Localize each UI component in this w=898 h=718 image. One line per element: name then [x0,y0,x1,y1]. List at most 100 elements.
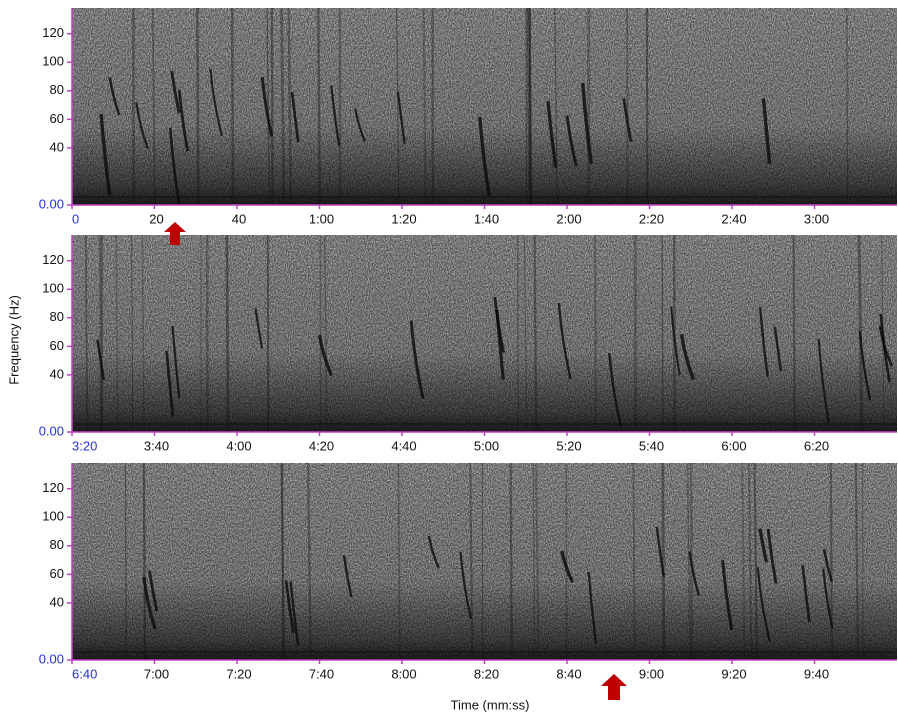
spectrogram-streak-faint [317,8,321,205]
spectrogram-call [289,581,300,646]
x-tick-label: 9:20 [721,666,746,681]
x-tick-label: 1:20 [391,211,416,226]
spectrogram-call [608,352,623,428]
spectrogram-call [165,350,175,417]
spectrogram-call [209,68,223,137]
spectrogram-call [284,580,295,634]
spectrogram-streak-faint [533,235,538,432]
spectrogram-streak-faint [397,463,401,660]
y-tick-label: 100 [42,281,64,296]
spectrogram-streak-faint [753,463,758,660]
spectrogram-call [679,333,696,381]
spectrogram-call [817,338,830,424]
spectrogram-call [495,309,505,380]
spectrogram-streak-faint [142,463,147,660]
spectrogram-call [758,528,769,563]
spectrogram-streak-faint [686,463,691,660]
spectrogram-call [721,559,734,631]
x-tick-label: 2:20 [639,211,664,226]
spectrogram-streak-faint [509,463,513,660]
spectrogram-panel [72,235,897,432]
spectrogram-streak-faint [594,235,597,432]
x-tick-label: 8:00 [391,666,416,681]
spectrogram-call [688,551,700,596]
spectrogram-call [342,555,353,598]
x-tick-label: 4:40 [391,438,416,453]
spectrogram-call [565,115,578,167]
spectrogram-streak-faint [225,235,230,432]
spectrogram-call [396,91,406,144]
x-tick-label: 5:00 [474,438,499,453]
spectrogram-streak-faint [741,463,746,660]
spectrogram-call [171,325,181,399]
spectrogram-call [878,326,894,367]
x-tick-label: 2:00 [556,211,581,226]
y-tick-label: 100 [42,54,64,69]
spectrogram-streak-faint [846,8,849,205]
y-tick-label: 40 [50,366,64,381]
marker-arrow [164,222,186,245]
spectrogram-streak-faint [532,463,536,660]
spectrogram-streak-faint [792,235,796,432]
spectrogram-streak-faint [632,463,636,660]
x-tick-label: 3:20 [72,438,97,453]
spectrogram-call [581,82,593,165]
spectrogram-call [557,303,572,379]
y-tick-label: 40 [50,594,64,609]
spectrogram-call [773,326,783,372]
x-tick-label: 2:40 [721,211,746,226]
x-tick-label: 40 [232,211,246,226]
spectrogram-streak-faint [98,235,103,432]
spectrogram-streak-faint [396,8,400,205]
spectrogram-streak-faint [266,235,270,432]
x-tick-label: 3:00 [804,211,829,226]
spectrogram-call [170,70,181,114]
spectrogram-streak-faint [280,8,286,205]
spectrogram-call [622,98,633,142]
x-tick-label: 1:00 [309,211,334,226]
spectrogram-streak-faint [287,8,293,205]
x-tick-label: 7:00 [144,666,169,681]
spectrogram-streak-faint [523,235,528,432]
spectrogram-call [546,101,558,168]
spectrogram-streak-faint [230,8,235,205]
spectrogram-call [409,320,425,399]
spectrogram-call [168,127,181,205]
x-tick-label: 4:20 [309,438,334,453]
y-tick-label: 0.00 [39,196,64,211]
x-tick-label: 6:00 [721,438,746,453]
spectrogram-call [254,308,264,349]
y-tick-label: 60 [50,566,64,581]
spectrogram-call [761,98,772,164]
spectrogram-streak-faint [196,8,200,205]
spectrogram-streak-faint [661,463,666,660]
spectrogram-call [822,568,834,629]
spectrogram-streak-faint [535,463,540,660]
spectrogram-call [766,528,778,584]
y-tick-label: 60 [50,111,64,126]
x-tick-label: 4:00 [226,438,251,453]
x-tick-label: 1:40 [474,211,499,226]
y-tick-label: 40 [50,139,64,154]
spectrogram-call [756,567,771,642]
spectrogram-streak-faint [141,235,145,432]
x-tick-label: 5:40 [639,438,664,453]
spectrogram-streak-faint [829,463,834,660]
y-axis-label: Frequency (Hz) [6,295,21,385]
marker-arrow [601,674,627,700]
spectrogram-panel [72,463,897,660]
spectrogram-call [587,571,598,645]
y-tick-label: 120 [42,25,64,40]
spectrogram-call [290,91,300,143]
spectrogram-call [459,551,472,620]
spectrogram-call [99,113,112,196]
spectrogram-call [822,549,833,582]
spectrogram-call [801,565,811,622]
spectrogram-shade [72,235,897,432]
y-tick-label: 80 [50,537,64,552]
x-tick-label: 3:40 [144,438,169,453]
y-tick-label: 100 [42,509,64,524]
spectrogram-streak-faint [151,8,156,205]
spectrogram-streak-faint [661,235,664,432]
spectrogram-call [427,535,440,569]
